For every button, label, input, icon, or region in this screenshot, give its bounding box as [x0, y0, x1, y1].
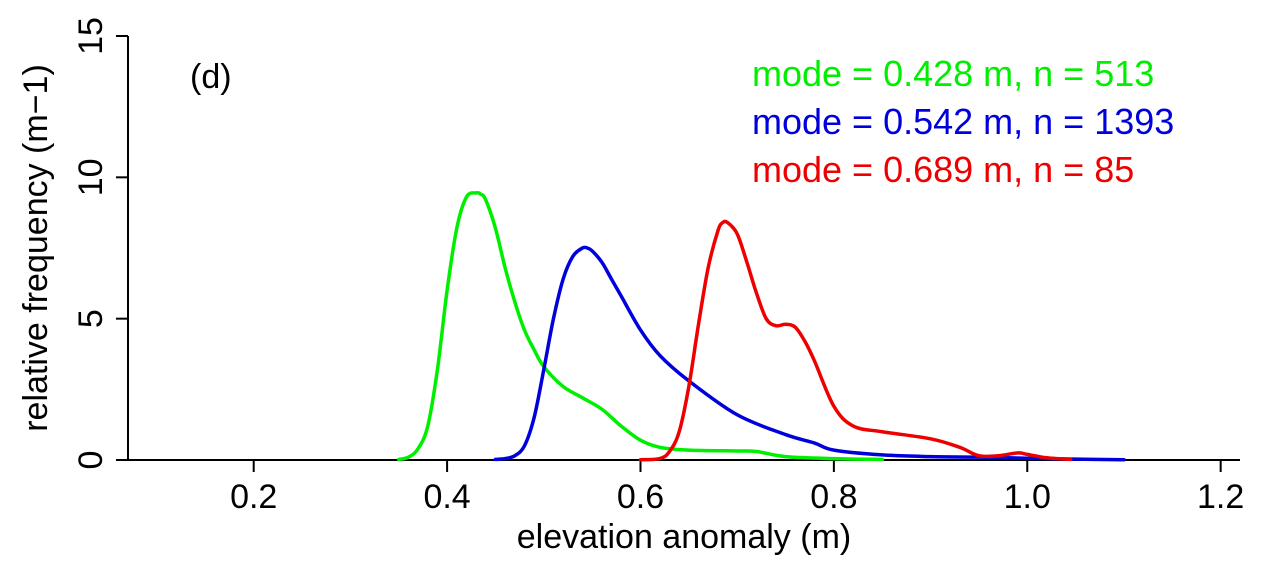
- y-ticks: 0 5 10 15: [72, 17, 128, 469]
- series-group: [397, 190, 1126, 462]
- series-line-3: [638, 219, 1073, 462]
- x-tick-label: 1.0: [1004, 478, 1051, 516]
- x-tick-label: 0.4: [423, 478, 470, 516]
- y-tick-label: 0: [72, 451, 110, 470]
- legend: mode = 0.428 m, n = 513 mode = 0.542 m, …: [752, 53, 1174, 190]
- y-tick-label: 5: [72, 309, 110, 328]
- y-axis-title: relative frequency (m−1): [17, 64, 55, 432]
- x-tick-label: 0.8: [810, 478, 857, 516]
- legend-entry-2: mode = 0.542 m, n = 1393: [752, 101, 1174, 142]
- legend-entry-1: mode = 0.428 m, n = 513: [752, 53, 1154, 94]
- x-axis-title: elevation anomaly (m): [517, 518, 851, 556]
- x-tick-label: 1.2: [1197, 478, 1244, 516]
- series-line-1: [397, 190, 884, 462]
- panel-label: (d): [190, 58, 232, 96]
- y-tick-label: 10: [72, 158, 110, 196]
- legend-entry-3: mode = 0.689 m, n = 85: [752, 149, 1134, 190]
- x-tick-label: 0.2: [230, 478, 277, 516]
- y-tick-label: 15: [72, 17, 110, 55]
- x-tick-label: 0.6: [617, 478, 664, 516]
- series-line-2: [493, 245, 1126, 462]
- x-ticks: 0.2 0.4 0.6 0.8 1.0 1.2: [230, 460, 1244, 516]
